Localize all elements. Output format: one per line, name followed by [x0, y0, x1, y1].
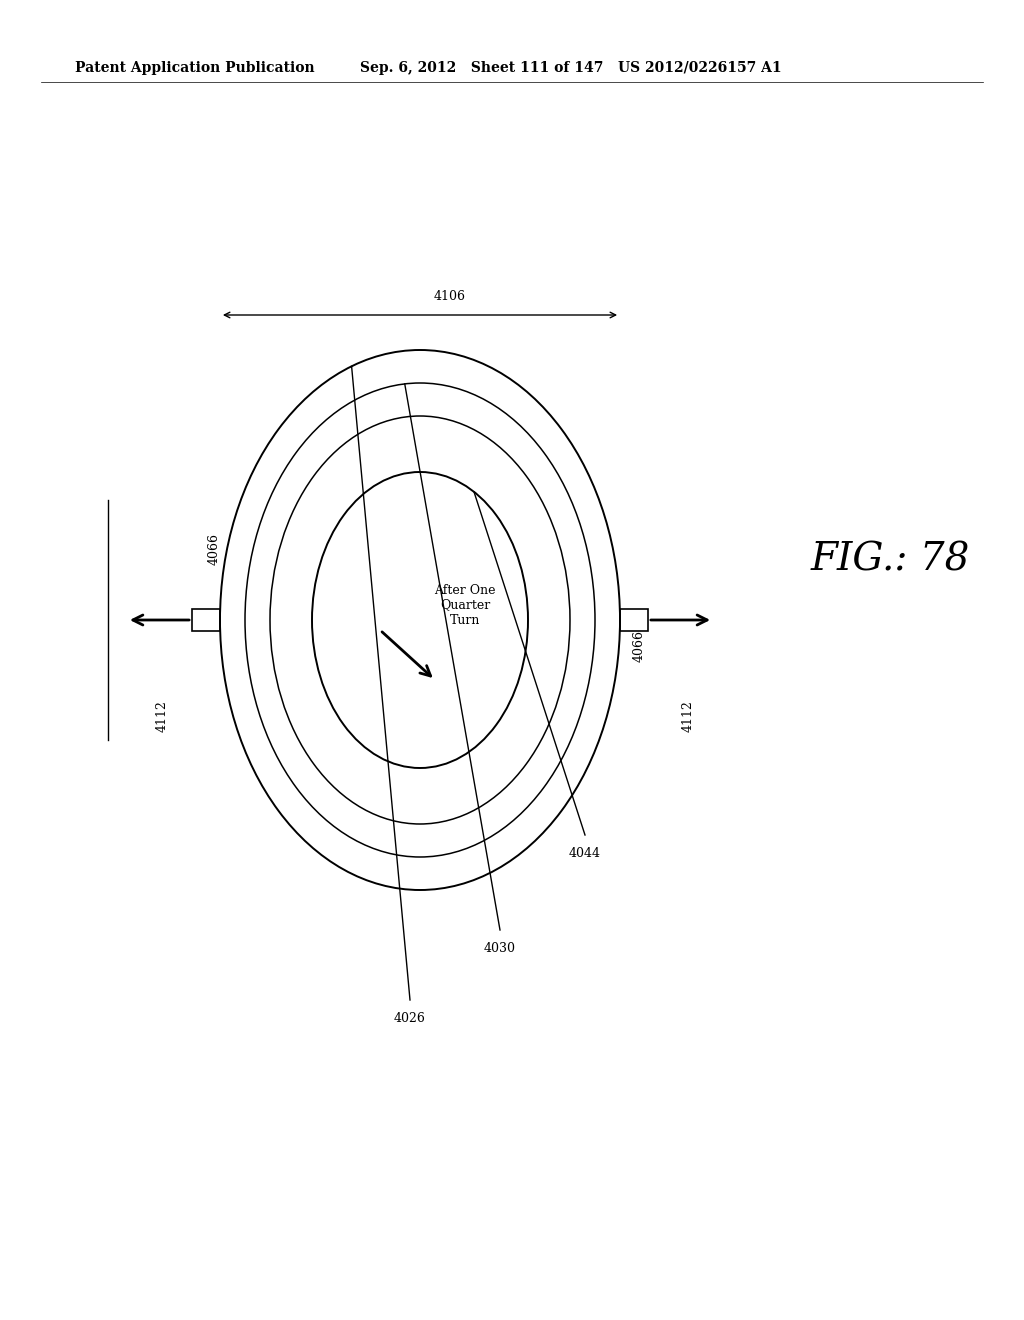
Text: Patent Application Publication: Patent Application Publication — [75, 61, 314, 75]
Text: Sep. 6, 2012   Sheet 111 of 147   US 2012/0226157 A1: Sep. 6, 2012 Sheet 111 of 147 US 2012/02… — [360, 61, 781, 75]
Text: 4066: 4066 — [208, 533, 220, 565]
Text: After One
Quarter
Turn: After One Quarter Turn — [434, 583, 496, 627]
Text: 4030: 4030 — [484, 942, 516, 954]
Text: 4044: 4044 — [569, 847, 601, 861]
Text: 4112: 4112 — [156, 700, 169, 731]
Bar — [620, 609, 648, 631]
Bar — [193, 609, 220, 631]
Text: 4112: 4112 — [682, 700, 694, 731]
Text: FIG.: 78: FIG.: 78 — [810, 541, 970, 578]
Text: 4026: 4026 — [394, 1012, 426, 1026]
Text: 4106: 4106 — [434, 290, 466, 304]
Text: 4066: 4066 — [633, 630, 645, 663]
